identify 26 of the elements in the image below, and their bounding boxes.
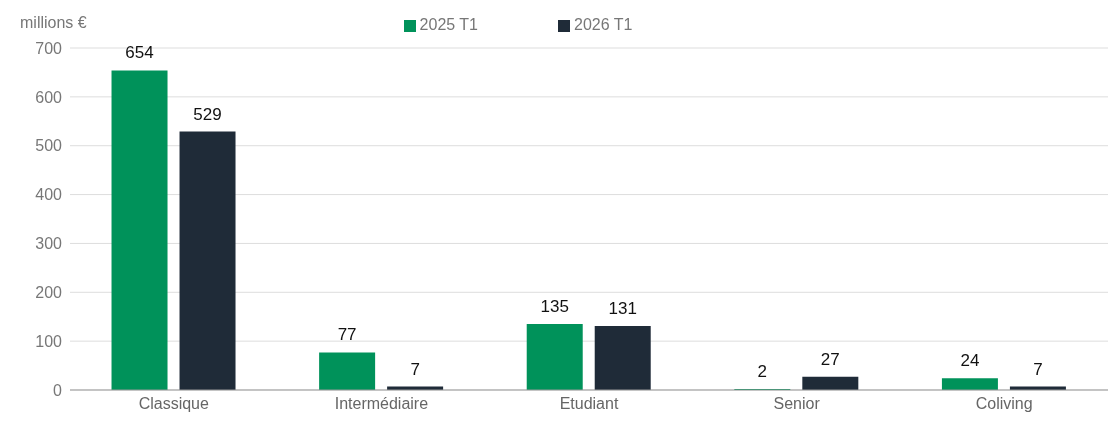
data-label: 529 (193, 104, 222, 124)
y-axis-title: millions € (20, 14, 87, 32)
data-label: 77 (337, 325, 357, 345)
y-tick-label: 500 (35, 137, 63, 155)
data-label: 7 (1033, 359, 1043, 379)
data-label: 24 (960, 351, 980, 371)
data-label: 654 (125, 43, 154, 63)
data-label: 135 (540, 297, 569, 317)
x-tick-label: Classique (138, 395, 210, 413)
y-tick-label: 700 (35, 39, 63, 57)
y-tick-label: 300 (35, 235, 63, 253)
y-tick-label: 200 (35, 283, 63, 301)
y-tick-label: 0 (53, 381, 63, 399)
data-label: 131 (608, 299, 637, 318)
x-tick-label: Coliving (975, 395, 1033, 413)
data-label: 27 (820, 349, 840, 369)
data-label: 7 (410, 359, 420, 379)
legend-label: 2026 T1 (574, 16, 633, 33)
legend-label: 2025 T1 (419, 16, 478, 33)
y-tick-label: 400 (35, 186, 63, 204)
data-label: 2 (757, 362, 768, 382)
x-tick-label: Intermédiaire (334, 395, 429, 413)
x-tick-label: Senior (773, 395, 821, 413)
y-tick-label: 100 (35, 332, 63, 350)
y-tick-label: 600 (35, 88, 63, 106)
x-tick-label: Etudiant (559, 395, 619, 413)
